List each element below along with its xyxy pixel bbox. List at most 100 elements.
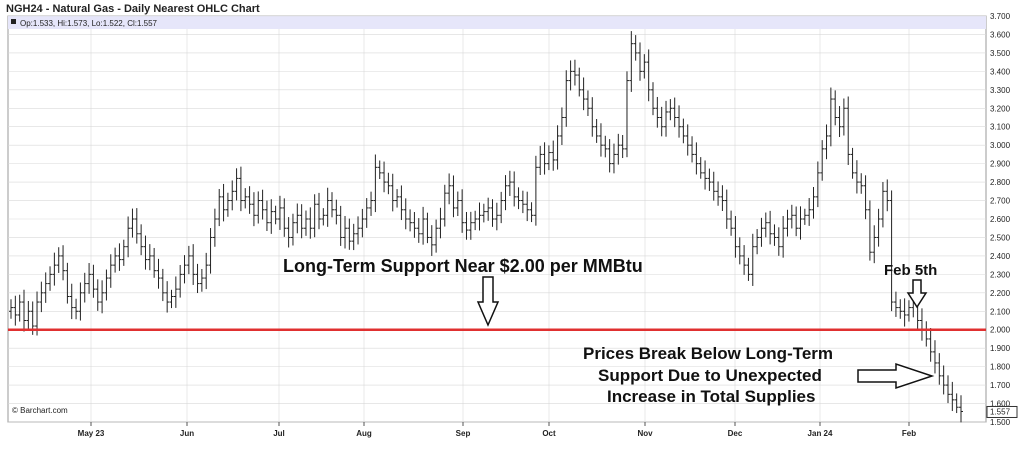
break-annotation-line3: Increase in Total Supplies (607, 387, 815, 406)
ohlc-bar (191, 244, 196, 285)
ohlc-bar (668, 99, 673, 121)
ohlc-bar (178, 264, 183, 298)
ohlc-bar (343, 215, 348, 249)
ohlc-bar (564, 70, 569, 127)
ohlc-bar (22, 289, 27, 332)
y-tick-label: 2.600 (990, 215, 1011, 224)
ohlc-bar (134, 208, 139, 244)
ohlc-bar (295, 203, 300, 234)
ohlc-bar (434, 219, 439, 253)
ohlc-bar (9, 299, 13, 319)
ohlc-bar (672, 97, 677, 128)
ohlc-bar (460, 189, 465, 233)
ohlc-bar (577, 67, 582, 97)
legend-band (8, 16, 986, 29)
ohlc-bar (173, 276, 178, 308)
ohlc-bar (104, 269, 109, 301)
x-tick-label: May 23 (78, 429, 105, 438)
ohlc-bar (273, 205, 278, 225)
ohlc-bar (48, 266, 53, 291)
ohlc-bar (772, 224, 777, 246)
ohlc-bar (321, 208, 326, 226)
ohlc-bar (473, 210, 478, 231)
x-axis: May 23 Jun Jul Aug Sep Oct Nov Dec Jan 24 Feb (78, 422, 916, 438)
ohlc-bar (412, 212, 417, 238)
y-tick-label: 2.500 (990, 233, 1011, 242)
ohlc-bar (781, 216, 786, 258)
ohlc-bar (360, 208, 365, 238)
ohlc-bar (256, 191, 261, 224)
ohlc-bar (243, 188, 248, 209)
ohlc-bar (208, 228, 213, 274)
ohlc-bar (525, 191, 530, 222)
ohlc-bar (91, 264, 96, 298)
ohlc-bar (247, 186, 252, 214)
ohlc-bar (147, 244, 152, 271)
y-tick-label: 2.000 (990, 326, 1011, 335)
ohlc-bar (828, 87, 833, 147)
ohlc-bar (113, 247, 118, 273)
ohlc-bar (87, 263, 92, 294)
y-axis: 3.700 3.600 3.500 3.400 3.300 3.200 3.100 3.000… (990, 12, 1011, 427)
y-tick-label: 3.300 (990, 86, 1011, 95)
ohlc-bar (616, 133, 621, 165)
ohlc-bar (703, 160, 708, 190)
y-tick-label: 3.200 (990, 104, 1011, 113)
ohlc-bars (9, 31, 963, 423)
ohlc-bar (763, 212, 768, 238)
x-tick-label: Sep (456, 429, 471, 438)
ohlc-bar (199, 269, 204, 292)
ohlc-bar (69, 283, 74, 320)
ohlc-bar (516, 187, 521, 210)
y-tick-label: 3.000 (990, 141, 1011, 150)
ohlc-bar (893, 291, 898, 317)
ohlc-bar (694, 142, 699, 175)
x-tick-label: Oct (542, 429, 556, 438)
ohlc-bar (82, 272, 87, 303)
ohlc-bar (776, 227, 781, 256)
ohlc-bar (464, 211, 469, 240)
ohlc-bar (529, 202, 534, 223)
ohlc-bar (130, 208, 135, 238)
ohlc-bar (624, 71, 629, 158)
ohlc-bar (486, 197, 491, 221)
ohlc-bar (13, 295, 18, 326)
ohlc-bar (954, 393, 959, 414)
ohlc-bar (52, 252, 57, 286)
ohlc-bar (546, 145, 551, 171)
break-annotation-line2: Support Due to Unexpected (598, 366, 822, 385)
y-tick-label: 3.400 (990, 67, 1011, 76)
ohlc-bar (212, 208, 217, 247)
ohlc-bar (785, 209, 790, 237)
ohlc-bar (438, 207, 443, 239)
ohlc-bar (898, 299, 903, 319)
ohlc-bar (716, 181, 721, 206)
ohlc-bar (664, 100, 669, 137)
chart-title: NGH24 - Natural Gas - Daily Nearest OHLC… (6, 3, 260, 15)
ohlc-bar (477, 202, 482, 231)
ohlc-bar (512, 171, 517, 207)
ohlc-bar (481, 203, 486, 223)
ohlc-bar (399, 185, 404, 221)
ohlc-bar (39, 281, 44, 313)
y-tick-label: 1.800 (990, 363, 1011, 372)
ohlc-bar (651, 82, 656, 116)
y-tick-label: 1.600 (990, 400, 1011, 409)
ohlc-bar (169, 289, 174, 309)
ohlc-bar (802, 208, 807, 225)
down-arrow-icon (476, 276, 500, 327)
ohlc-bar (364, 198, 369, 228)
ohlc-bar (230, 180, 235, 211)
ohlc-bar (542, 142, 547, 175)
ohlc-bar (455, 191, 460, 217)
ohlc-bar (108, 254, 113, 288)
ohlc-bar (659, 106, 664, 137)
ohlc-bar (95, 279, 100, 311)
ohlc-bar (551, 140, 556, 171)
ohlc-bar (520, 190, 525, 214)
y-tick-label: 2.200 (990, 289, 1011, 298)
ohlc-bar (234, 168, 239, 201)
ohlc-bar (126, 216, 131, 258)
ohlc-bar (733, 216, 738, 258)
ohlc-bar (260, 189, 265, 220)
